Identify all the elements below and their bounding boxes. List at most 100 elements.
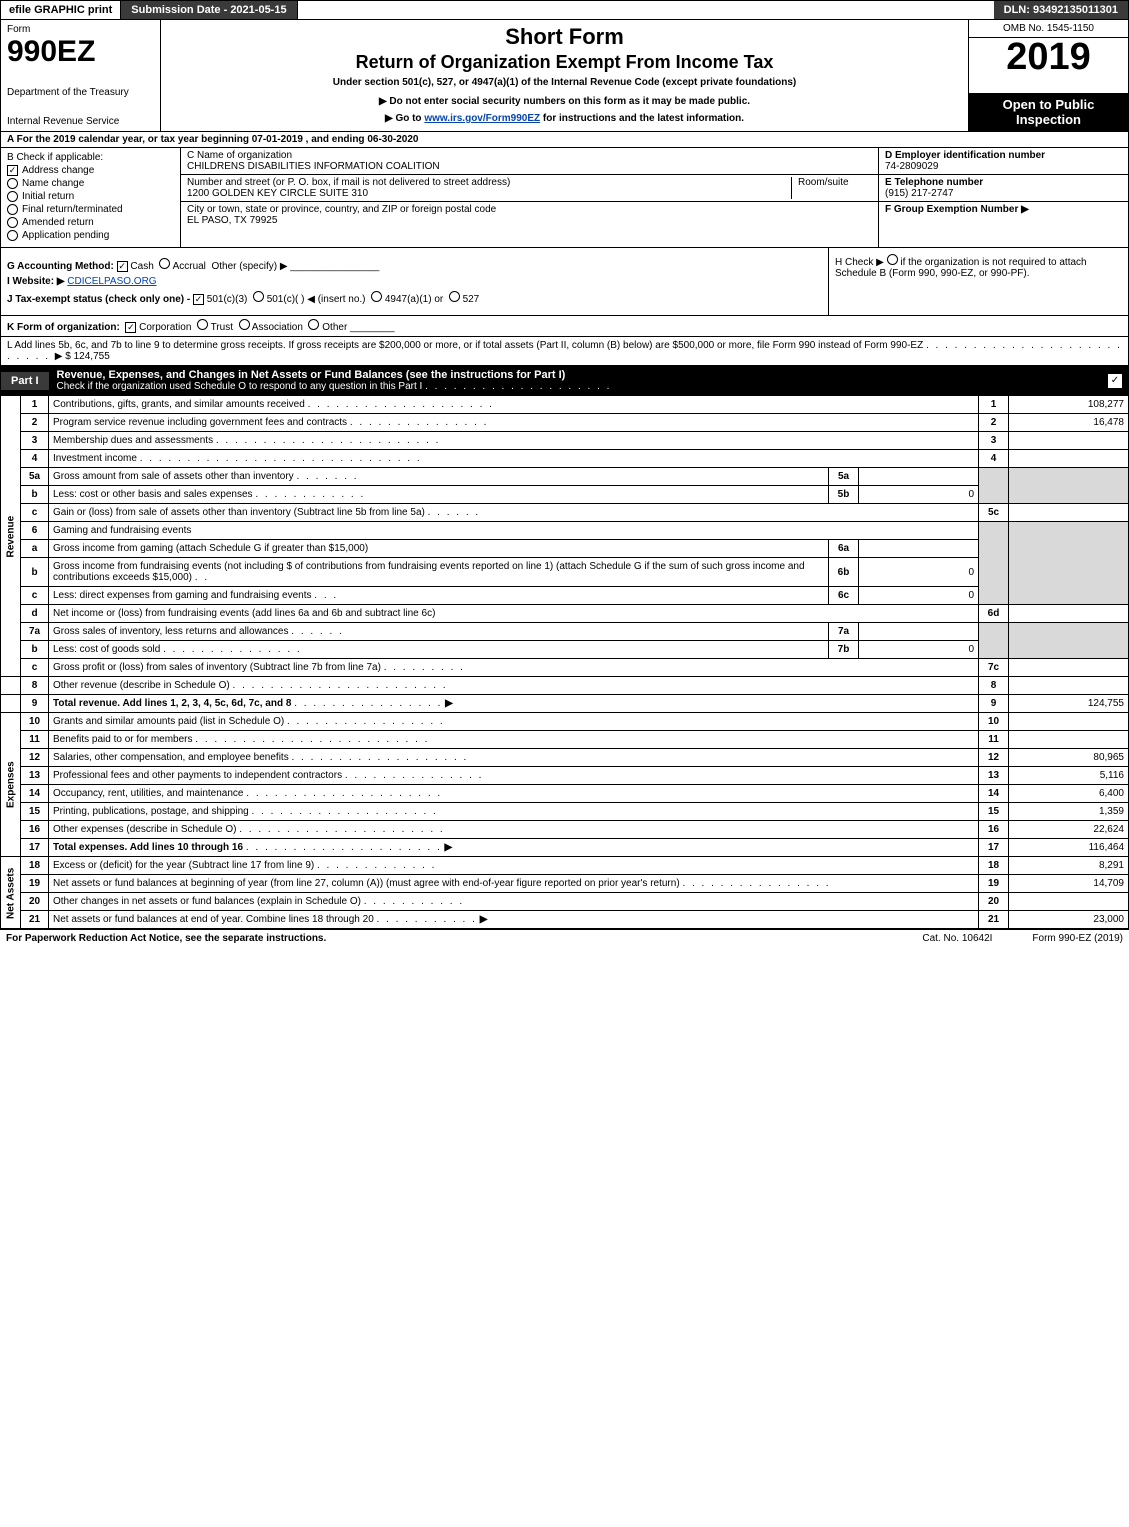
line-5b-sl: 5b — [829, 486, 859, 504]
l-amount: ▶ $ 124,755 — [55, 351, 110, 362]
cb-final-return[interactable] — [7, 204, 18, 215]
website-link[interactable]: CDICELPASO.ORG — [67, 276, 156, 287]
cb-4947[interactable] — [371, 291, 382, 302]
line-6c-sl: 6c — [829, 587, 859, 605]
shade-7 — [979, 623, 1009, 659]
line-6d-num: d — [21, 605, 49, 623]
cb-application-pending[interactable] — [7, 230, 18, 241]
row-k: K Form of organization: Corporation Trus… — [0, 316, 1129, 337]
line-8-rv — [1009, 677, 1129, 695]
j-4947: 4947(a)(1) or — [385, 294, 443, 305]
c-street-block: Number and street (or P. O. box, if mail… — [181, 175, 878, 202]
return-title: Return of Organization Exempt From Incom… — [169, 52, 960, 73]
cb-address-change[interactable] — [7, 165, 18, 176]
under-section: Under section 501(c), 527, or 4947(a)(1)… — [169, 77, 960, 88]
form-number: 990EZ — [7, 35, 154, 69]
c-street-label: Number and street (or P. O. box, if mail… — [187, 177, 785, 188]
line-5b-sv: 0 — [859, 486, 979, 504]
cb-amended-return[interactable] — [7, 217, 18, 228]
header-center: Short Form Return of Organization Exempt… — [161, 20, 968, 131]
line-2-rv: 16,478 — [1009, 414, 1129, 432]
c-street: 1200 GOLDEN KEY CIRCLE SUITE 310 — [187, 188, 785, 199]
c-name-label: C Name of organization — [187, 150, 872, 161]
cb-501c[interactable] — [253, 291, 264, 302]
line-20-rn: 20 — [979, 893, 1009, 911]
line-6-num: 6 — [21, 522, 49, 540]
col-d: D Employer identification number 74-2809… — [878, 148, 1128, 247]
line-18-desc: Excess or (deficit) for the year (Subtra… — [53, 860, 314, 871]
line-1-rv: 108,277 — [1009, 396, 1129, 414]
j-label: J Tax-exempt status (check only one) - — [7, 294, 190, 305]
line-21-rn: 21 — [979, 911, 1009, 929]
line-6b-sv: 0 — [859, 558, 979, 587]
line-13-desc: Professional fees and other payments to … — [53, 770, 342, 781]
line-12-rn: 12 — [979, 749, 1009, 767]
cb-501c3[interactable] — [193, 294, 204, 305]
final-return-label: Final return/terminated — [22, 204, 123, 215]
cb-h[interactable] — [887, 254, 898, 265]
cb-corp[interactable] — [125, 322, 136, 333]
line-9-rv: 124,755 — [1009, 695, 1129, 713]
line-21-num: 21 — [21, 911, 49, 929]
do-not-enter: ▶ Do not enter social security numbers o… — [169, 96, 960, 107]
paperwork-notice: For Paperwork Reduction Act Notice, see … — [6, 933, 922, 944]
line-6c-desc: Less: direct expenses from gaming and fu… — [53, 590, 311, 601]
line-8-num: 8 — [21, 677, 49, 695]
line-6a-desc: Gross income from gaming (attach Schedul… — [53, 543, 368, 554]
c-name-block: C Name of organization CHILDRENS DISABIL… — [181, 148, 878, 175]
line-8-rn: 8 — [979, 677, 1009, 695]
line-3-rn: 3 — [979, 432, 1009, 450]
cb-part-i-scho[interactable]: ✓ — [1108, 374, 1122, 388]
line-10-desc: Grants and similar amounts paid (list in… — [53, 716, 284, 727]
line-10-rn: 10 — [979, 713, 1009, 731]
line-7a-num: 7a — [21, 623, 49, 641]
line-13-rn: 13 — [979, 767, 1009, 785]
efile-print-label[interactable]: efile GRAPHIC print — [1, 1, 121, 19]
line-7c-desc: Gross profit or (loss) from sales of inv… — [53, 662, 381, 673]
line-7b-sv: 0 — [859, 641, 979, 659]
part-i-sub: (see the instructions for Part I) — [406, 369, 566, 381]
cb-527[interactable] — [449, 291, 460, 302]
line-11-num: 11 — [21, 731, 49, 749]
shade-5v — [1009, 468, 1129, 504]
line-16-rv: 22,624 — [1009, 821, 1129, 839]
line-8-desc: Other revenue (describe in Schedule O) — [53, 680, 230, 691]
line-3-rv — [1009, 432, 1129, 450]
topbar-spacer — [298, 1, 994, 19]
e-phone: (915) 217-2747 — [885, 188, 1122, 199]
line-1-num: 1 — [21, 396, 49, 414]
irs-label: Internal Revenue Service — [7, 116, 154, 127]
accrual-label: Accrual — [173, 261, 206, 272]
part-i-check-text: Check if the organization used Schedule … — [57, 381, 423, 392]
cb-assoc[interactable] — [239, 319, 250, 330]
cb-initial-return[interactable] — [7, 191, 18, 202]
line-18-rn: 18 — [979, 857, 1009, 875]
submission-date: Submission Date - 2021-05-15 — [121, 1, 297, 19]
row-a: A For the 2019 calendar year, or tax yea… — [0, 132, 1129, 148]
j-501c3: 501(c)(3) — [207, 294, 248, 305]
cb-cash[interactable] — [117, 261, 128, 272]
cb-name-change[interactable] — [7, 178, 18, 189]
line-4-rn: 4 — [979, 450, 1009, 468]
line-7c-rn: 7c — [979, 659, 1009, 677]
cb-accrual[interactable] — [159, 258, 170, 269]
line-6d-rv — [1009, 605, 1129, 623]
d-ein: 74-2809029 — [885, 161, 1122, 172]
cb-trust[interactable] — [197, 319, 208, 330]
c-room-label: Room/suite — [792, 177, 872, 199]
k-label: K Form of organization: — [7, 322, 120, 333]
cb-other[interactable] — [308, 319, 319, 330]
line-12-rv: 80,965 — [1009, 749, 1129, 767]
form-word: Form — [7, 24, 154, 35]
line-16-desc: Other expenses (describe in Schedule O) — [53, 824, 236, 835]
line-14-num: 14 — [21, 785, 49, 803]
line-11-rn: 11 — [979, 731, 1009, 749]
goto-link[interactable]: www.irs.gov/Form990EZ — [424, 113, 540, 124]
line-5c-num: c — [21, 504, 49, 522]
ghij-left: G Accounting Method: Cash Accrual Other … — [1, 248, 828, 315]
lines-table: Revenue 1 Contributions, gifts, grants, … — [0, 396, 1129, 929]
line-14-rv: 6,400 — [1009, 785, 1129, 803]
line-1-rn: 1 — [979, 396, 1009, 414]
cash-label: Cash — [130, 261, 153, 272]
application-pending-label: Application pending — [22, 230, 109, 241]
